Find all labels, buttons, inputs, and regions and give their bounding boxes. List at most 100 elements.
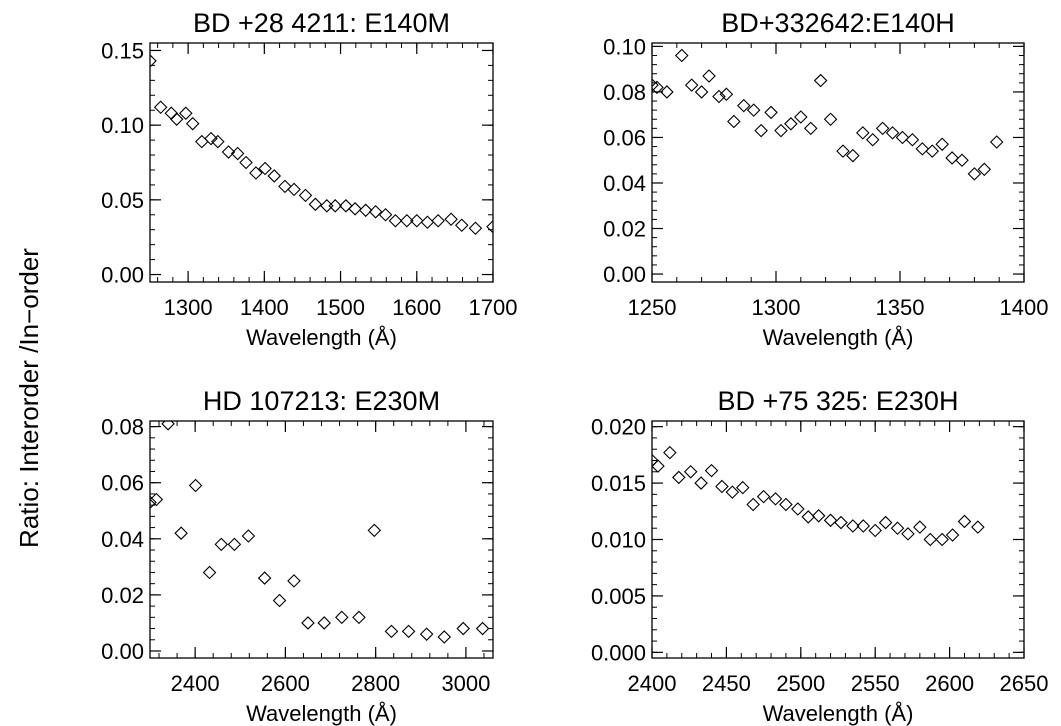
x-axis-label: Wavelength (Å) bbox=[246, 325, 397, 350]
data-point-diamond bbox=[901, 527, 915, 541]
data-point-diamond bbox=[420, 215, 435, 230]
x-tick-label: 2450 bbox=[702, 671, 751, 696]
data-point-diamond bbox=[774, 123, 788, 138]
y-tick-label: 0.08 bbox=[101, 415, 144, 440]
data-point-diamond bbox=[348, 202, 362, 216]
y-tick-label: 0.06 bbox=[101, 471, 144, 496]
data-series bbox=[652, 48, 1004, 181]
data-point-diamond bbox=[153, 100, 168, 115]
y-tick-label: 0.05 bbox=[101, 188, 144, 213]
chart-title: HD 107213: E230M bbox=[203, 386, 440, 416]
data-point-diamond bbox=[227, 537, 242, 552]
plot-frame bbox=[651, 420, 1025, 659]
data-point-diamond bbox=[754, 123, 768, 138]
chart-title: BD +75 325: E230H bbox=[718, 386, 959, 416]
data-point-diamond bbox=[746, 103, 761, 117]
data-point-diamond bbox=[885, 126, 900, 140]
data-point-diamond bbox=[768, 492, 783, 506]
data-point-diamond bbox=[475, 621, 490, 636]
data-point-diamond bbox=[895, 130, 910, 145]
data-point-diamond bbox=[239, 155, 253, 170]
data-point-diamond bbox=[287, 182, 301, 197]
data-point-diamond bbox=[211, 134, 225, 149]
data-point-diamond bbox=[258, 161, 272, 176]
data-point-diamond bbox=[811, 509, 826, 523]
data-point-diamond bbox=[834, 515, 848, 530]
data-point-diamond bbox=[272, 593, 287, 608]
data-point-diamond bbox=[164, 106, 179, 120]
data-point-diamond bbox=[868, 523, 882, 538]
y-tick-label: 0.010 bbox=[591, 528, 646, 553]
data-point-diamond bbox=[915, 142, 930, 156]
data-point-diamond bbox=[317, 616, 331, 630]
data-point-diamond bbox=[704, 463, 719, 478]
y-tick-label: 0.10 bbox=[603, 34, 646, 59]
data-point-diamond bbox=[652, 80, 664, 95]
y-tick-label: 0.00 bbox=[603, 262, 646, 287]
data-point-diamond bbox=[202, 565, 217, 580]
data-point-diamond bbox=[672, 470, 686, 485]
data-point-diamond bbox=[257, 571, 272, 585]
data-point-diamond bbox=[955, 153, 969, 168]
data-point-diamond bbox=[823, 112, 838, 127]
data-point-diamond bbox=[823, 513, 838, 528]
data-point-diamond bbox=[683, 465, 698, 479]
x-tick-label: 2650 bbox=[1000, 671, 1049, 696]
data-point-diamond bbox=[249, 166, 263, 180]
data-point-diamond bbox=[735, 480, 750, 495]
x-tick-label: 1500 bbox=[316, 295, 365, 320]
data-point-diamond bbox=[241, 529, 256, 543]
data-point-diamond bbox=[945, 151, 959, 165]
x-tick-label: 2400 bbox=[628, 671, 677, 696]
data-point-diamond bbox=[204, 131, 218, 146]
data-point-diamond bbox=[756, 489, 771, 504]
data-point-diamond bbox=[779, 497, 793, 512]
data-point-diamond bbox=[684, 78, 699, 92]
x-tick-label: 2550 bbox=[851, 671, 900, 696]
data-point-diamond bbox=[674, 48, 689, 63]
data-point-diamond bbox=[791, 502, 805, 516]
chart-panel-1: BD +28 4211: E140M Wavelength (Å) 1300 1400… bbox=[101, 8, 517, 350]
data-point-diamond bbox=[150, 495, 157, 510]
data-point-diamond bbox=[400, 213, 414, 228]
data-point-diamond bbox=[150, 492, 164, 507]
y-tick-label: 0.000 bbox=[591, 640, 646, 665]
data-point-diamond bbox=[367, 523, 382, 538]
x-tick-label: 2400 bbox=[171, 671, 220, 696]
data-point-diamond bbox=[368, 205, 383, 219]
data-point-diamond bbox=[444, 212, 458, 227]
data-point-diamond bbox=[694, 85, 709, 99]
data-point-diamond bbox=[836, 144, 850, 158]
x-tick-label: 1700 bbox=[469, 295, 518, 320]
data-point-diamond bbox=[169, 112, 184, 126]
data-point-diamond bbox=[971, 520, 985, 534]
data-point-diamond bbox=[230, 146, 245, 161]
data-point-diamond bbox=[454, 218, 469, 233]
data-point-diamond bbox=[358, 203, 373, 218]
data-point-diamond bbox=[957, 514, 972, 529]
x-tick-label: 1400 bbox=[1000, 295, 1049, 320]
data-point-diamond bbox=[727, 114, 741, 129]
x-axis-label: Wavelength (Å) bbox=[763, 325, 914, 350]
data-point-diamond bbox=[846, 519, 860, 533]
data-point-diamond bbox=[856, 126, 870, 140]
x-tick-label: 2500 bbox=[776, 671, 825, 696]
data-point-diamond bbox=[339, 199, 353, 213]
data-point-diamond bbox=[150, 54, 157, 68]
data-point-diamond bbox=[719, 87, 734, 101]
y-tick-label: 0.10 bbox=[101, 113, 144, 138]
x-tick-label: 1300 bbox=[752, 295, 801, 320]
y-tick-label: 0.015 bbox=[591, 471, 646, 496]
data-series bbox=[150, 421, 490, 644]
data-point-diamond bbox=[401, 624, 416, 639]
chart-title: BD +28 4211: E140M bbox=[193, 8, 450, 38]
data-point-diamond bbox=[977, 162, 992, 177]
data-point-diamond bbox=[409, 213, 424, 228]
figure-y-axis-label: Ratio: Interorder /In−order bbox=[14, 248, 44, 548]
data-point-diamond bbox=[803, 121, 818, 136]
plot-frame bbox=[651, 42, 1025, 283]
data-point-diamond bbox=[989, 135, 1004, 149]
data-point-diamond bbox=[660, 85, 674, 99]
y-tick-label: 0.15 bbox=[101, 38, 144, 63]
